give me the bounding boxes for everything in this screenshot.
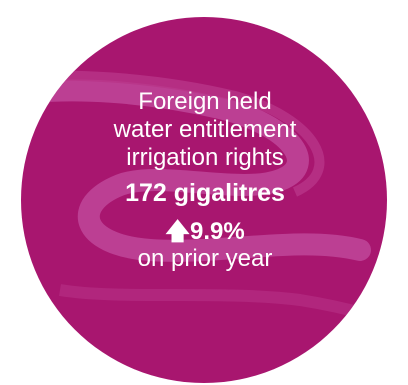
change-row: 🡅9.9% (60, 218, 350, 246)
change-value: 9.9% (189, 218, 245, 245)
heading-line-2: water entitlement (113, 116, 297, 143)
stat-value: 172 gigalitres (125, 179, 285, 207)
heading-line-1: Foreign held (138, 88, 272, 115)
heading-line-3: irrigation rights (126, 144, 284, 171)
arrow-up-icon: 🡅 (165, 218, 190, 245)
stat-text-block: Foreign held water entitlement irrigatio… (60, 88, 350, 272)
change-label: on prior year (137, 245, 273, 272)
